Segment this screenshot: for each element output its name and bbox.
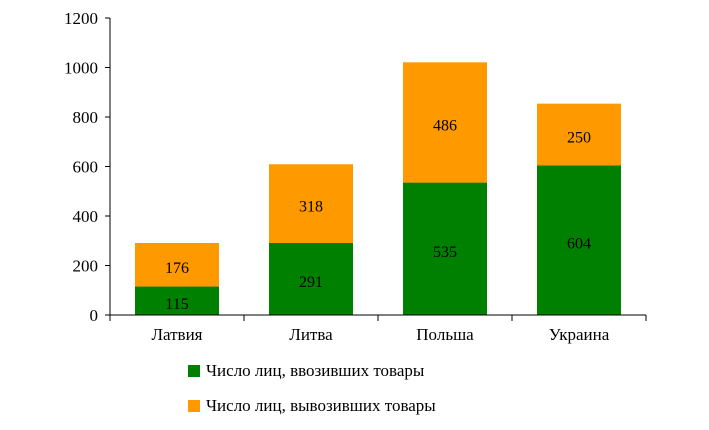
data-label-imports-3: 604	[567, 235, 591, 252]
bar-exports-3	[537, 103, 621, 166]
data-label-imports-1: 291	[299, 274, 323, 291]
y-tick-label-2: 400	[73, 207, 99, 226]
legend-label-imports: Число лиц, ввозивших товары	[206, 361, 425, 380]
bar-exports-1	[269, 164, 353, 243]
y-tick-label-6: 1200	[64, 9, 98, 28]
y-tick-label-1: 200	[73, 257, 99, 276]
x-tick-label-3: Украина	[549, 325, 610, 344]
bars-group: 115 176 291 318 535 486 604 250	[135, 62, 621, 315]
bar-imports-3	[537, 165, 621, 315]
x-tick-label-0: Латвия	[151, 325, 202, 344]
y-tick-label-4: 800	[73, 108, 99, 127]
y-tick-label-3: 600	[73, 158, 99, 177]
bar-exports-2	[403, 62, 487, 183]
legend-swatch-exports	[188, 400, 200, 412]
data-label-exports-3: 250	[567, 130, 591, 147]
x-tick-label-1: Литва	[289, 325, 333, 344]
legend-item-imports: Число лиц, ввозивших товары	[188, 360, 436, 382]
legend-label-exports: Число лиц, вывозивших товары	[206, 396, 436, 415]
axes-group: 0 200 400 600 800 1000 1200 Латвия Литва Польша Ук…	[64, 9, 647, 344]
x-tick-label-2: Польша	[416, 325, 474, 344]
data-label-exports-1: 318	[299, 199, 323, 216]
legend: Число лиц, ввозивших товары Число лиц, в…	[188, 360, 436, 430]
y-tick-label-5: 1000	[64, 59, 98, 78]
data-label-exports-0: 176	[165, 260, 189, 277]
bar-imports-1	[269, 242, 353, 315]
legend-item-exports: Число лиц, вывозивших товары	[188, 395, 436, 417]
bar-imports-0	[135, 286, 219, 315]
bar-exports-0	[135, 242, 219, 287]
legend-swatch-imports	[188, 365, 200, 377]
data-label-imports-0: 115	[165, 296, 188, 313]
data-label-exports-2: 486	[433, 117, 457, 134]
data-label-imports-2: 535	[433, 244, 457, 261]
y-tick-label-0: 0	[90, 306, 99, 325]
bar-imports-2	[403, 182, 487, 315]
